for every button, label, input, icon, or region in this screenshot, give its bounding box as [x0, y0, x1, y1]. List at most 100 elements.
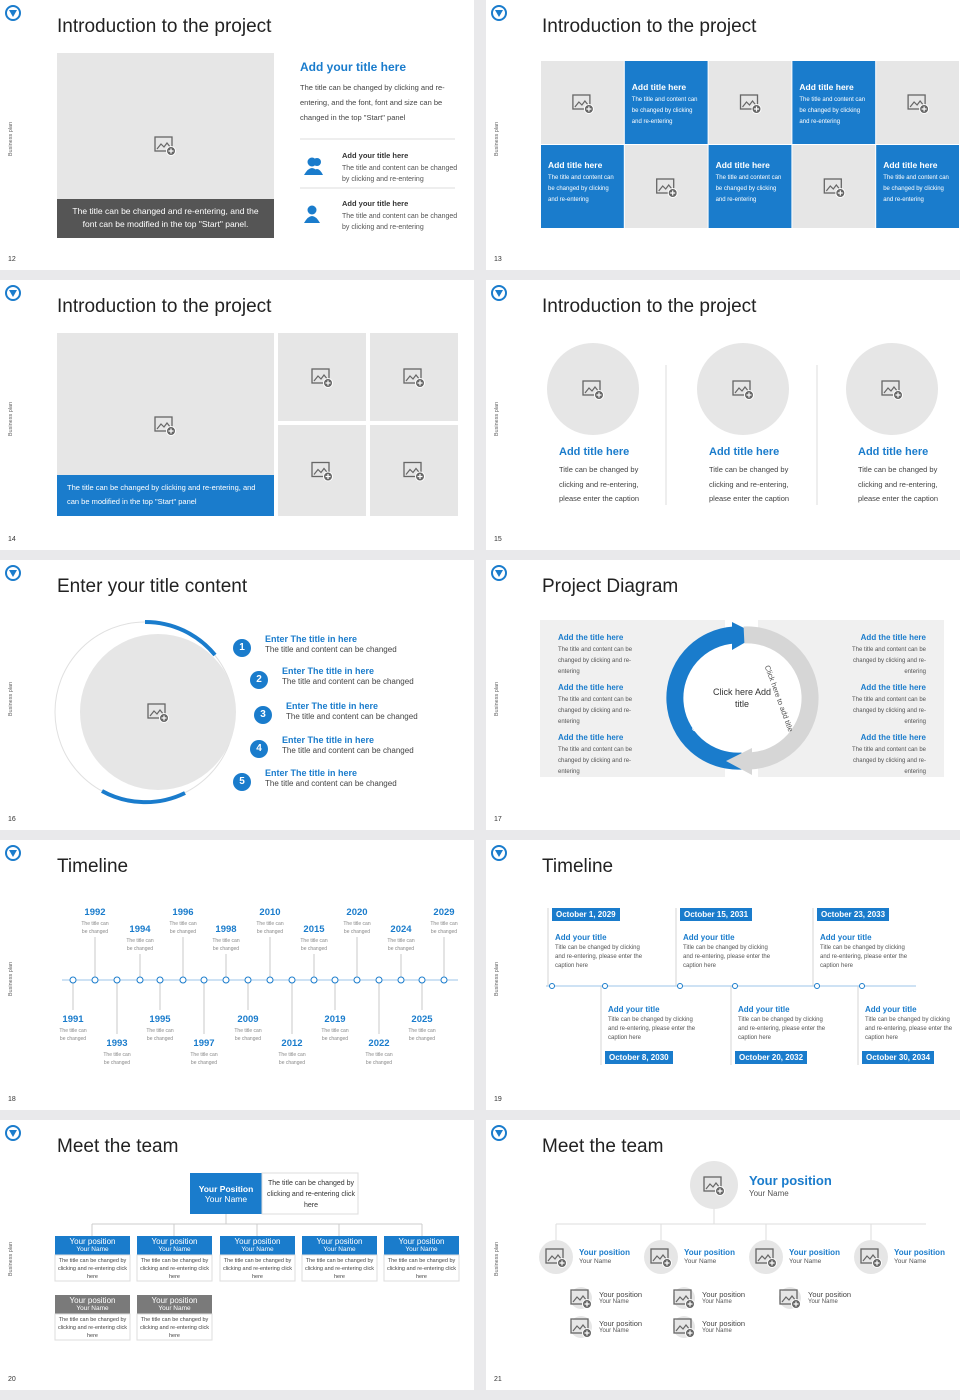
member-text: The title can be changed by clicking and… [139, 1317, 210, 1339]
item-number: 1 [239, 642, 245, 653]
item-title: Add title here [858, 446, 929, 458]
item-text: The title and content can be changed by … [558, 747, 633, 775]
photo-placeholder [876, 61, 959, 144]
member-name: Your Name [323, 1246, 356, 1253]
member-header [302, 1236, 377, 1255]
heading: Add your title here [300, 60, 407, 74]
image-icon [572, 1295, 588, 1303]
image-icon [161, 715, 167, 721]
image-icon [793, 1301, 799, 1307]
lead-position: Your position [749, 1173, 832, 1188]
member-name: Your Name [702, 1328, 732, 1334]
event-title: Add your title [555, 933, 607, 942]
arc [101, 789, 186, 805]
item-number: 2 [256, 674, 262, 685]
slide-title: Introduction to the project [542, 16, 757, 37]
image-icon [417, 380, 423, 386]
arrow-arc [743, 626, 819, 770]
timeline-node [859, 983, 865, 989]
side-label: Business plan [494, 121, 500, 157]
member-header [55, 1236, 130, 1255]
slide-title: Meet the team [57, 1136, 179, 1157]
image-icon [545, 1248, 564, 1264]
event-text: The title can be changed [234, 1028, 262, 1042]
image-icon [769, 1260, 775, 1266]
slide: Business plan 12 Introduction to the proje… [0, 0, 474, 270]
person-icon [304, 216, 320, 223]
item-text: The title and content can be changed by … [851, 647, 926, 675]
slide-number: 15 [494, 536, 502, 543]
image-icon [582, 380, 601, 396]
event-text: The title can be changed [212, 938, 240, 952]
member-text: The title can be changed by clicking and… [57, 1258, 128, 1280]
item-text: The title and content can be changed by … [558, 647, 633, 675]
event-text: The title can be changed [81, 921, 109, 935]
event-text: Title can be changed by clicking and re-… [738, 1017, 826, 1041]
item-text: The title and content can be changed [286, 712, 418, 721]
logo [5, 565, 21, 581]
member-position: Your position [702, 1290, 746, 1299]
event-year: 2024 [390, 924, 412, 935]
event-text: The title can be changed [343, 921, 371, 935]
slide: Business plan 13 Introduction to the proje… [486, 0, 960, 270]
photo-placeholder [624, 145, 708, 228]
member-text: The title can be changed by clicking and… [222, 1258, 293, 1280]
event-year: 1992 [84, 907, 106, 918]
image-icon [675, 1295, 691, 1303]
member-position: Your position [69, 1237, 116, 1246]
timeline-node [440, 976, 448, 984]
tile [624, 61, 708, 144]
image-icon [779, 1289, 798, 1305]
event-year: 2022 [368, 1038, 390, 1049]
member-name: Your Name [579, 1258, 612, 1265]
tile-text: The title and content can be changed by … [799, 97, 866, 125]
member-position: Your position [69, 1296, 116, 1305]
slide-number: 12 [8, 256, 16, 263]
image-icon [403, 368, 422, 384]
event-text: The title can be changed [430, 921, 458, 935]
item-title: Add the title here [558, 733, 624, 742]
member-note [54, 1254, 131, 1282]
slide-graphics [491, 285, 938, 505]
image-icon [658, 184, 674, 192]
event-year: 1993 [106, 1038, 128, 1049]
event-text: Title can be changed by clicking and re-… [555, 945, 643, 969]
side-label: Business plan [8, 1241, 14, 1277]
event-text: The title can be changed [365, 1052, 393, 1066]
event-text: Title can be changed by clicking and re-… [608, 1017, 696, 1041]
side-label: Business plan [494, 401, 500, 437]
image-icon [664, 1260, 670, 1266]
number-badge [250, 740, 268, 758]
item-title: Add the title here [558, 683, 624, 692]
item-title: Add the title here [558, 633, 624, 642]
member-note [219, 1254, 296, 1282]
event-title: Add your title [820, 933, 872, 942]
slide: Business plan 15 Introduction to the proje… [486, 280, 960, 550]
event-text: The title can be changed [126, 938, 154, 952]
event-date: October 20, 2032 [735, 1051, 808, 1064]
member-header [384, 1236, 459, 1255]
item-text: The title and content can be changed [265, 779, 397, 788]
image-icon [313, 374, 329, 382]
timeline-node [310, 976, 318, 984]
item-number: 3 [260, 709, 266, 720]
timeline-node [200, 976, 208, 984]
timeline-node [549, 983, 555, 989]
image-icon [156, 422, 172, 430]
member-name: Your Name [405, 1246, 438, 1253]
photo-placeholder [541, 61, 624, 144]
event-text: The title can be changed [146, 1028, 174, 1042]
tile-title: Add title here [631, 82, 687, 92]
image-icon [656, 178, 675, 194]
member-name: Your Name [789, 1258, 822, 1265]
photo-placeholder [792, 145, 876, 228]
item-title: Add title here [709, 446, 780, 458]
image-icon [147, 703, 166, 719]
item-title: Enter The title in here [265, 768, 358, 778]
image-icon [149, 709, 165, 717]
member-header [55, 1295, 130, 1314]
image-icon [874, 1260, 880, 1266]
image-icon [825, 184, 841, 192]
side-label: Business plan [8, 401, 14, 437]
logo [491, 845, 507, 861]
